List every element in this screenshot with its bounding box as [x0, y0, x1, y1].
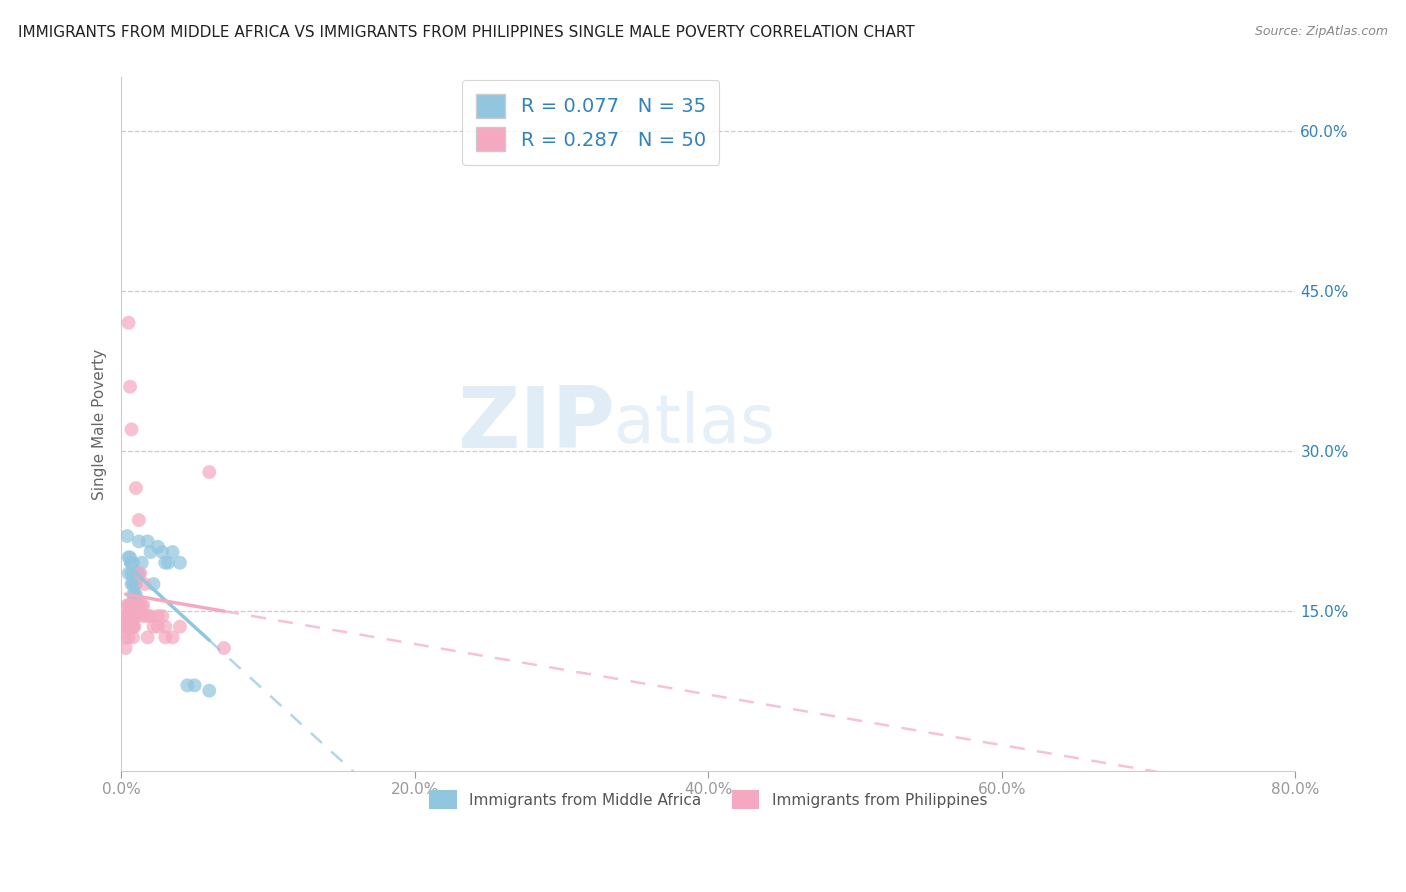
- Point: [121, 556, 143, 570]
- Point: [132, 599, 155, 613]
- Point: [155, 556, 177, 570]
- Point: [122, 599, 145, 613]
- Point: [121, 609, 143, 624]
- Point: [125, 577, 148, 591]
- Point: [136, 534, 159, 549]
- Point: [131, 599, 153, 613]
- Point: [118, 380, 141, 394]
- Point: [114, 631, 136, 645]
- Point: [115, 620, 138, 634]
- Point: [125, 481, 148, 495]
- Point: [128, 513, 150, 527]
- Point: [118, 609, 141, 624]
- Point: [132, 609, 155, 624]
- Point: [121, 422, 143, 436]
- Point: [122, 609, 145, 624]
- Point: [122, 577, 145, 591]
- Point: [124, 599, 146, 613]
- Point: [150, 545, 173, 559]
- Point: [129, 566, 152, 581]
- Point: [176, 678, 198, 692]
- Point: [131, 556, 153, 570]
- Point: [122, 609, 145, 624]
- Text: ZIP: ZIP: [457, 383, 614, 466]
- Point: [127, 566, 149, 581]
- Point: [122, 566, 145, 581]
- Point: [162, 545, 184, 559]
- Point: [136, 609, 159, 624]
- Point: [114, 609, 136, 624]
- Point: [121, 620, 143, 634]
- Point: [117, 550, 139, 565]
- Point: [183, 678, 205, 692]
- Text: IMMIGRANTS FROM MIDDLE AFRICA VS IMMIGRANTS FROM PHILIPPINES SINGLE MALE POVERTY: IMMIGRANTS FROM MIDDLE AFRICA VS IMMIGRA…: [18, 25, 915, 40]
- Point: [146, 620, 169, 634]
- Point: [121, 599, 143, 613]
- Point: [128, 566, 150, 581]
- Point: [115, 609, 138, 624]
- Point: [155, 631, 177, 645]
- Point: [118, 599, 141, 613]
- Point: [128, 534, 150, 549]
- Point: [157, 556, 180, 570]
- Point: [115, 529, 138, 543]
- Point: [146, 609, 169, 624]
- Point: [117, 599, 139, 613]
- Point: [117, 609, 139, 624]
- Point: [124, 609, 146, 624]
- Point: [198, 683, 221, 698]
- Point: [114, 620, 136, 634]
- Point: [169, 556, 191, 570]
- Point: [121, 577, 143, 591]
- Point: [122, 631, 145, 645]
- Point: [117, 631, 139, 645]
- Point: [122, 556, 145, 570]
- Point: [127, 609, 149, 624]
- Point: [155, 620, 177, 634]
- Point: [122, 588, 145, 602]
- Point: [122, 620, 145, 634]
- Point: [121, 566, 143, 581]
- Point: [142, 577, 165, 591]
- Y-axis label: Single Male Poverty: Single Male Poverty: [93, 349, 107, 500]
- Point: [142, 620, 165, 634]
- Point: [117, 316, 139, 330]
- Point: [122, 599, 145, 613]
- Legend: Immigrants from Middle Africa, Immigrants from Philippines: Immigrants from Middle Africa, Immigrant…: [423, 784, 993, 815]
- Point: [162, 631, 184, 645]
- Point: [124, 599, 146, 613]
- Point: [124, 620, 146, 634]
- Point: [118, 550, 141, 565]
- Point: [125, 588, 148, 602]
- Point: [127, 599, 149, 613]
- Point: [115, 599, 138, 613]
- Point: [169, 620, 191, 634]
- Point: [118, 620, 141, 634]
- Point: [117, 620, 139, 634]
- Text: atlas: atlas: [614, 391, 775, 457]
- Point: [146, 540, 169, 554]
- Point: [150, 609, 173, 624]
- Point: [136, 631, 159, 645]
- Point: [124, 577, 146, 591]
- Point: [124, 588, 146, 602]
- Point: [139, 545, 162, 559]
- Text: Source: ZipAtlas.com: Source: ZipAtlas.com: [1254, 25, 1388, 38]
- Point: [139, 609, 162, 624]
- Point: [212, 640, 235, 655]
- Point: [128, 599, 150, 613]
- Point: [117, 566, 139, 581]
- Point: [122, 620, 145, 634]
- Point: [114, 640, 136, 655]
- Point: [134, 577, 156, 591]
- Point: [198, 465, 221, 479]
